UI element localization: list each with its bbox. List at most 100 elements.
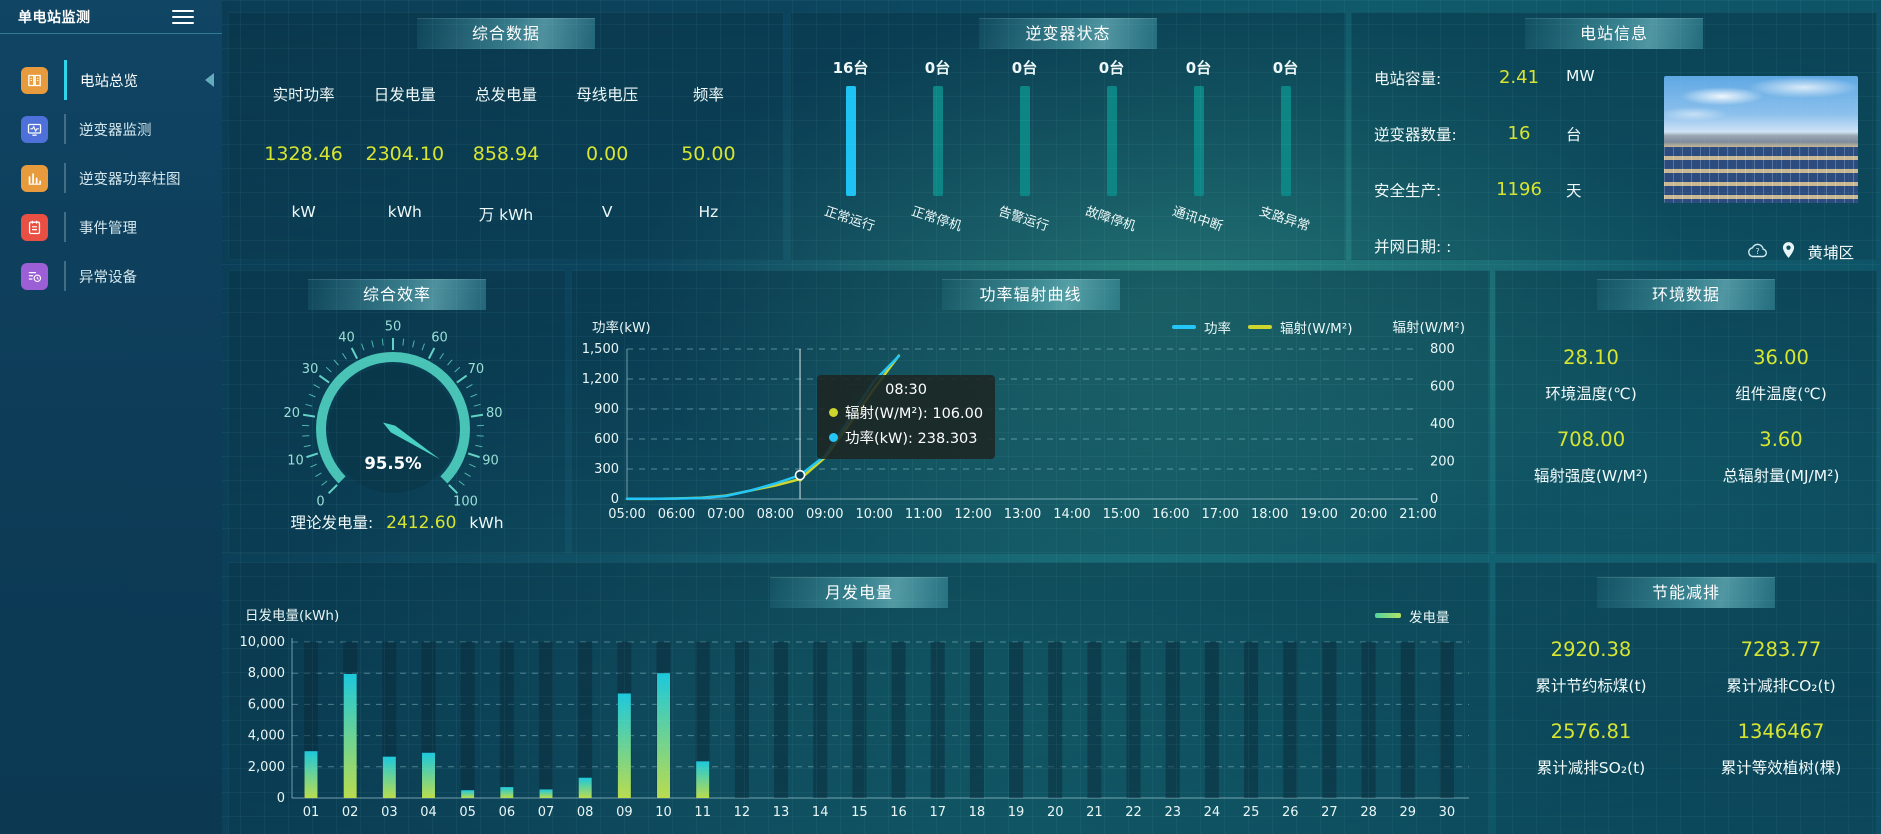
environment-label-3: 总辐射量(MJ/M²) <box>1722 467 1840 485</box>
menu-item-divider <box>64 114 66 144</box>
inverter-power-bars-icon <box>21 164 48 192</box>
svg-text:60: 60 <box>431 331 448 346</box>
svg-text:14:00: 14:00 <box>1053 507 1090 522</box>
inverter-bar-fill <box>845 86 856 196</box>
panel-title: 电站信息 <box>1579 24 1648 43</box>
efficiency-gauge-chart[interactable]: 0 10 20 30 40 50 60 70 80 90 100 95.5% <box>229 271 565 553</box>
weather-location: ? 黄埔区 <box>1746 241 1854 263</box>
svg-text:02: 02 <box>342 805 359 820</box>
station-info-value: 2.41 <box>1498 67 1540 88</box>
inverter-status-col-4: 0台 通讯中断 <box>1155 57 1242 235</box>
tooltip-series-text: 功率(kW): 238.303 <box>845 431 978 447</box>
inverter-status-col-1: 0台 正常停机 <box>894 57 981 235</box>
svg-text:10: 10 <box>287 454 304 469</box>
bar-track-day-12 <box>734 642 749 798</box>
bar-day-06 <box>500 787 514 798</box>
svg-text:1,500: 1,500 <box>582 342 619 357</box>
svg-text:6,000: 6,000 <box>248 697 285 712</box>
overview-stat-0: 实时功率 1328.46 kW <box>253 73 354 225</box>
bar-track-day-05 <box>460 642 475 798</box>
energy-saving-value-2: 2576.81 <box>1550 720 1632 743</box>
panel-overview-data: 综合数据 实时功率 1328.46 kW 日发电量 2304.10 kWh 总发电量 858.… <box>228 12 784 260</box>
inverter-count: 0台 <box>1011 59 1038 77</box>
menu-item-divider <box>64 212 66 242</box>
svg-text:01: 01 <box>303 805 320 820</box>
svg-text:100: 100 <box>453 494 478 509</box>
sidebar-item-label: 电站总览 <box>80 73 138 90</box>
abnormal-devices-icon <box>21 262 48 290</box>
tooltip-row-1: 功率(kW): 238.303 <box>829 427 983 448</box>
svg-text:400: 400 <box>1430 417 1455 432</box>
stat-value: 50.00 <box>681 143 736 165</box>
svg-text:95.5%: 95.5% <box>364 454 422 473</box>
tooltip-series-dot <box>829 408 838 417</box>
panel-environment-data: 环境数据 28.10 36.00 环境温度(℃) 组件温度(℃) 708.00 3.60 辐… <box>1495 270 1877 554</box>
bar-track-day-06 <box>499 642 514 798</box>
event-management-icon <box>21 213 48 241</box>
bar-day-05 <box>461 790 475 798</box>
svg-text:辐射(W/M²): 辐射(W/M²) <box>1393 320 1466 336</box>
monthly-generation-chart[interactable]: 0 2,000 4,000 6,000 8,000 10,000 日发电量(kWh) 01 02… <box>229 563 1489 834</box>
sidebar-item-1[interactable]: 逆变器监测 <box>0 107 222 151</box>
stat-label: 日发电量 <box>373 86 436 104</box>
environment-value-3: 3.60 <box>1759 428 1803 451</box>
svg-text:1,200: 1,200 <box>582 372 619 387</box>
svg-text:600: 600 <box>1430 380 1455 395</box>
inverter-count: 0台 <box>1272 59 1299 77</box>
environment-value-1: 36.00 <box>1753 346 1809 369</box>
app-title: 单电站监测 <box>18 9 91 26</box>
inverter-status-chart[interactable]: 16台 正常运行 0台 正常停机 0台 告警运行 0台 故障停机 0台 通讯中断 0台 支路异常 <box>807 57 1329 235</box>
bar-day-03 <box>382 756 396 798</box>
environment-label-2: 辐射强度(W/M²) <box>1533 467 1649 485</box>
svg-text:18:00: 18:00 <box>1251 507 1288 522</box>
bar-track-day-07 <box>539 642 554 798</box>
chart-tooltip: 08:30 辐射(W/M²): 106.00 功率(kW): 238.303 <box>817 375 996 459</box>
inverter-bar <box>932 86 943 196</box>
tooltip-series-dot <box>829 433 838 442</box>
inverter-status-col-2: 0台 告警运行 <box>981 57 1068 235</box>
sidebar-collapse-arrow[interactable] <box>205 73 214 87</box>
svg-text:300: 300 <box>594 462 619 477</box>
environment-value-0: 28.10 <box>1563 346 1619 369</box>
inverter-bar <box>1193 86 1204 196</box>
svg-text:21: 21 <box>1086 805 1103 820</box>
svg-text:14: 14 <box>812 805 829 820</box>
sidebar-item-3[interactable]: 事件管理 <box>0 205 222 249</box>
bar-day-10 <box>657 673 671 798</box>
svg-text:功率(kW): 功率(kW) <box>592 319 651 336</box>
energy-saving-grid: 2920.38 7283.77 累计节约标煤(t) 累计减排CO₂(t) 2576.81… <box>1496 629 1876 793</box>
svg-text:21:00: 21:00 <box>1399 507 1436 522</box>
bar-track-day-14 <box>813 642 828 798</box>
sidebar-item-2[interactable]: 逆变器功率柱图 <box>0 156 222 200</box>
menu-toggle-icon[interactable] <box>172 6 194 28</box>
environment-value-2: 708.00 <box>1556 428 1626 451</box>
svg-text:12:00: 12:00 <box>954 507 991 522</box>
inverter-status-label: 通讯中断 <box>1170 204 1225 235</box>
svg-text:?: ? <box>1756 247 1760 256</box>
bar-track-day-19 <box>1009 642 1024 798</box>
bar-day-04 <box>422 752 436 798</box>
panel-title-pill: 月发电量 <box>770 577 948 608</box>
bar-track-day-29 <box>1400 642 1415 798</box>
svg-text:0: 0 <box>277 791 285 806</box>
svg-text:90: 90 <box>482 454 499 469</box>
svg-text:2,000: 2,000 <box>248 760 285 775</box>
power-radiation-chart[interactable]: 0 300 600 900 1,200 1,500 0 200 400 600 800 05:00 06… <box>572 271 1489 553</box>
sidebar-header: 单电站监测 <box>0 0 222 34</box>
sidebar: 单电站监测 电站总览逆变器监测逆变器功率柱图 事件管理异常设备 <box>0 0 222 834</box>
environment-label-0: 环境温度(℃) <box>1545 385 1637 403</box>
stat-value: 858.94 <box>472 143 540 165</box>
svg-text:800: 800 <box>1430 342 1455 357</box>
overview-stat-3: 母线电压 0.00 V <box>557 73 658 225</box>
svg-text:09: 09 <box>616 805 633 820</box>
station-info-label: 并网日期: : <box>1374 238 1452 256</box>
inverter-status-label: 正常停机 <box>909 204 964 235</box>
svg-text:18: 18 <box>969 805 986 820</box>
svg-text:13: 13 <box>773 805 790 820</box>
energy-saving-value-1: 7283.77 <box>1740 638 1822 661</box>
sidebar-item-0[interactable]: 电站总览 <box>0 58 222 102</box>
inverter-status-col-0: 16台 正常运行 <box>807 57 894 235</box>
sidebar-item-4[interactable]: 异常设备 <box>0 254 222 298</box>
overview-stats-row: 实时功率 1328.46 kW 日发电量 2304.10 kWh 总发电量 858.94 万 k… <box>253 73 759 225</box>
